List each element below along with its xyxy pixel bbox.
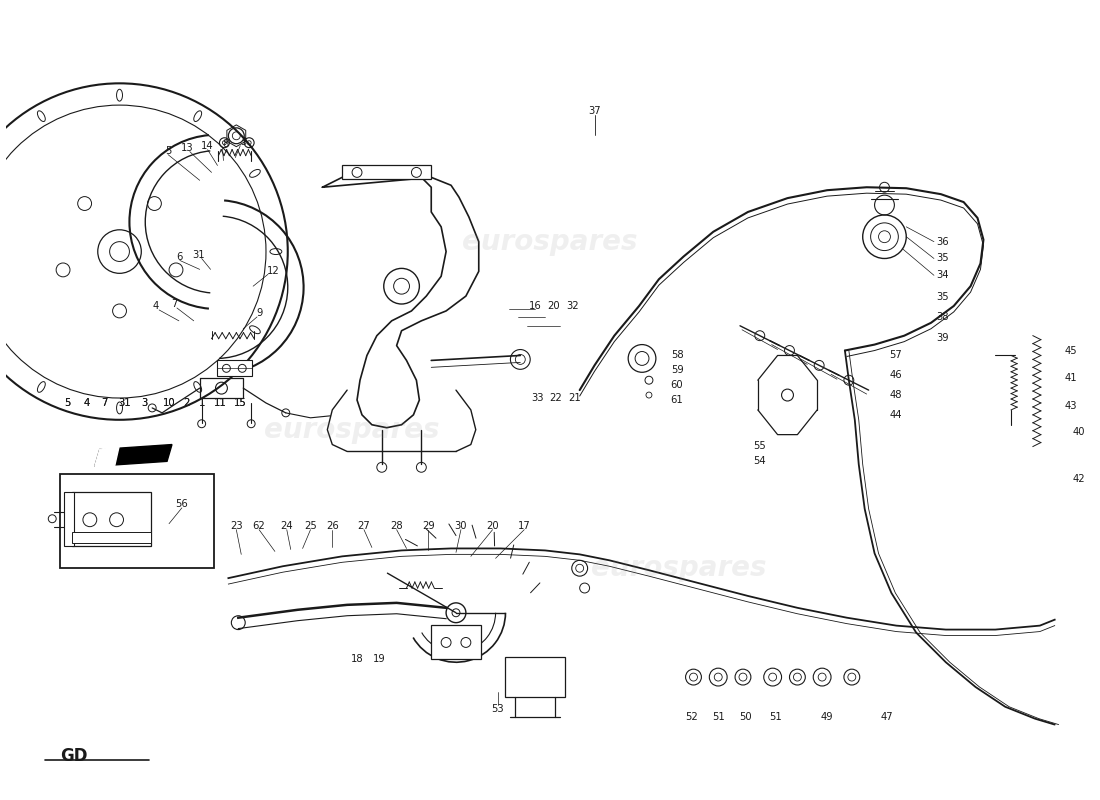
- Text: 11: 11: [214, 398, 227, 408]
- Text: 19: 19: [373, 654, 385, 664]
- Text: eurospares: eurospares: [264, 416, 440, 444]
- Text: 20: 20: [548, 301, 560, 311]
- Text: 42: 42: [1072, 474, 1085, 484]
- Text: 10: 10: [163, 398, 175, 408]
- Text: 31: 31: [118, 398, 131, 408]
- Text: 18: 18: [351, 654, 363, 664]
- Text: 4: 4: [153, 301, 159, 311]
- Bar: [217, 361, 252, 376]
- Text: 62: 62: [253, 521, 265, 530]
- Bar: [64, 492, 74, 546]
- Text: 7: 7: [101, 398, 108, 408]
- Text: 28: 28: [390, 521, 403, 530]
- Text: 45: 45: [1065, 346, 1077, 355]
- Text: 34: 34: [936, 270, 948, 280]
- Text: 52: 52: [685, 712, 697, 722]
- Text: 26: 26: [326, 521, 339, 530]
- Text: 3: 3: [141, 398, 147, 408]
- Bar: [72, 532, 151, 543]
- Text: 47: 47: [880, 712, 893, 722]
- Bar: [506, 658, 564, 697]
- Text: 24: 24: [280, 521, 293, 530]
- Text: 13: 13: [180, 142, 194, 153]
- Text: 32: 32: [566, 301, 579, 311]
- Text: 5: 5: [64, 398, 70, 408]
- Polygon shape: [95, 445, 120, 466]
- Text: 51: 51: [769, 712, 782, 722]
- Text: 39: 39: [936, 333, 948, 342]
- Text: 5: 5: [64, 398, 70, 408]
- Text: 7: 7: [170, 299, 177, 309]
- Polygon shape: [95, 445, 172, 466]
- Text: eurospares: eurospares: [591, 554, 767, 582]
- Bar: [72, 492, 151, 546]
- Text: eurospares: eurospares: [462, 228, 638, 256]
- Text: 57: 57: [890, 350, 902, 361]
- Text: 31: 31: [118, 398, 131, 408]
- Text: 17: 17: [518, 521, 530, 530]
- Bar: [431, 625, 481, 659]
- Text: 5: 5: [165, 146, 172, 156]
- Text: 3: 3: [141, 398, 147, 408]
- Text: 15: 15: [234, 398, 246, 408]
- Text: 1: 1: [198, 398, 205, 408]
- Bar: [60, 474, 213, 568]
- Text: 4: 4: [84, 398, 90, 408]
- Text: 54: 54: [754, 456, 766, 466]
- Text: 40: 40: [1072, 426, 1085, 437]
- Text: 51: 51: [712, 712, 725, 722]
- Text: 4: 4: [84, 398, 90, 408]
- Text: 29: 29: [422, 521, 435, 530]
- Text: 23: 23: [230, 521, 243, 530]
- Text: 48: 48: [890, 390, 902, 400]
- Text: 6: 6: [177, 251, 183, 262]
- Text: 27: 27: [358, 521, 371, 530]
- Text: 33: 33: [531, 393, 543, 403]
- Text: 35: 35: [936, 254, 948, 263]
- Text: 35: 35: [936, 292, 948, 302]
- Text: 12: 12: [266, 266, 279, 276]
- Text: 61: 61: [671, 395, 683, 405]
- Text: 2: 2: [184, 398, 190, 408]
- Text: 58: 58: [671, 350, 683, 361]
- Text: 37: 37: [588, 106, 601, 116]
- Text: 43: 43: [1065, 401, 1077, 411]
- Text: 9: 9: [257, 308, 263, 318]
- Text: 31: 31: [192, 250, 205, 259]
- Text: 38: 38: [936, 312, 948, 322]
- Text: 3: 3: [240, 137, 246, 146]
- Text: 49: 49: [821, 712, 834, 722]
- Text: 56: 56: [176, 499, 188, 509]
- Text: 25: 25: [304, 521, 317, 530]
- Text: 1: 1: [198, 398, 205, 408]
- Text: 2: 2: [184, 398, 190, 408]
- Text: 50: 50: [739, 712, 752, 722]
- Text: 53: 53: [492, 704, 504, 714]
- Text: 10: 10: [163, 398, 175, 408]
- Text: 60: 60: [671, 380, 683, 390]
- Text: 55: 55: [754, 441, 767, 450]
- Text: 14: 14: [201, 141, 213, 150]
- Text: 30: 30: [454, 521, 467, 530]
- Text: 22: 22: [550, 393, 562, 403]
- Text: 15: 15: [234, 398, 246, 408]
- Text: 21: 21: [569, 393, 581, 403]
- Bar: [342, 166, 431, 179]
- Text: 46: 46: [890, 370, 902, 380]
- Text: 16: 16: [529, 301, 541, 311]
- Text: 59: 59: [671, 366, 683, 375]
- Text: GD: GD: [60, 747, 88, 766]
- Text: 7: 7: [101, 398, 108, 408]
- Text: 8: 8: [222, 138, 229, 149]
- Text: 20: 20: [486, 521, 499, 530]
- Text: 41: 41: [1065, 374, 1077, 383]
- Text: 36: 36: [936, 237, 948, 246]
- Text: 44: 44: [890, 410, 902, 420]
- Text: 11: 11: [214, 398, 227, 408]
